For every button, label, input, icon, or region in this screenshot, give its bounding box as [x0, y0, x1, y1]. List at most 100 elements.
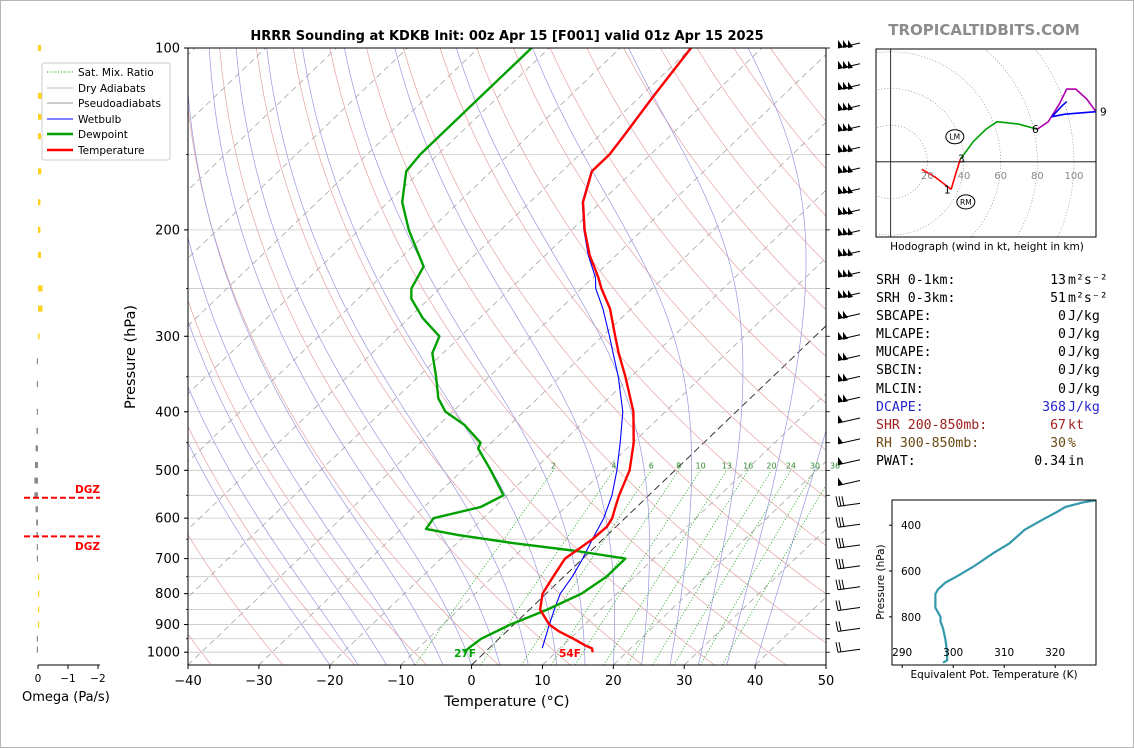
stat-row: DCAPE: 368 J/kg [876, 399, 1106, 417]
dry-adiabat [188, 533, 284, 665]
theta-e-line [934, 500, 1096, 664]
wind-barb [835, 642, 861, 653]
y-tick-label: 400 [155, 405, 180, 420]
mixing-ratio-label: 6 [649, 461, 654, 470]
mixing-ratio-line [699, 470, 816, 665]
y-tick-label: 900 [155, 618, 180, 633]
wind-barb [837, 227, 861, 236]
wind-barb-line [835, 600, 839, 611]
brand-watermark: TROPICALTIDBITS.COM [888, 21, 1080, 39]
theta-e-frame [891, 499, 1097, 666]
wind-barb-line [835, 558, 839, 569]
omega-bar [38, 133, 41, 140]
wind-barb-flag [838, 331, 843, 340]
mixing-ratio-line [574, 470, 701, 665]
dry-adiabat [586, 48, 826, 357]
pseudoadiabat [208, 48, 472, 665]
wind-barb-line [838, 579, 842, 590]
wind-barb [835, 600, 861, 611]
wind-barb-flag [843, 81, 848, 90]
wind-barb [837, 40, 861, 49]
legend-label-mixing-ratio: Sat. Mix. Ratio [78, 67, 154, 79]
omega-bar [38, 45, 41, 51]
wind-barb-flag [848, 40, 853, 48]
hodograph-height-label: 3 [958, 153, 965, 165]
wind-barb-line [835, 496, 839, 507]
mixing-ratio-line [652, 470, 772, 665]
skewt-background-curves [188, 48, 826, 665]
wind-barb-line [838, 600, 842, 611]
wind-barb-line [835, 537, 839, 549]
stat-row: SHR 200-850mb: 67 kt [876, 417, 1106, 435]
hodograph-height-label: 6 [1032, 124, 1039, 136]
wind-barb [837, 185, 861, 195]
stat-unit: J/kg [1068, 363, 1100, 379]
legend-label-dewpoint: Dewpoint [78, 129, 128, 141]
legend-box [41, 62, 171, 161]
wind-barb-flag [843, 102, 848, 111]
wind-barb-flag [843, 123, 848, 132]
stat-label: MLCAPE: [876, 327, 932, 343]
pseudoadiabat [344, 48, 586, 665]
dry-adiabat [549, 48, 826, 404]
omega-bar [35, 445, 38, 452]
omega-bar [38, 199, 41, 206]
theta-e-x-tick-label: 290 [892, 647, 912, 659]
hodograph-segment [921, 168, 952, 191]
wind-barb-flag [838, 60, 843, 69]
wind-barb-flag [848, 165, 853, 173]
isotherm-line [188, 48, 763, 598]
omega-bar [38, 168, 42, 175]
omega-bar [36, 408, 38, 415]
wind-barb-flag [838, 227, 843, 236]
stat-value: 30 [1050, 435, 1066, 451]
pseudoadiabat [302, 48, 557, 665]
theta-e-x-tick-label: 320 [1045, 647, 1065, 659]
stat-value: 67 [1050, 417, 1066, 433]
x-tick-label: 40 [747, 674, 764, 689]
pseudoadiabat [188, 236, 416, 665]
zero-isotherm [471, 325, 826, 665]
x-tick-label: 30 [676, 674, 693, 689]
wind-barb-flag [848, 290, 853, 298]
theta-e-panel: 290 300 310 320 400 600 800 Equivalent Pot. Te… [875, 499, 1097, 681]
theta-e-x-tick-label: 310 [994, 647, 1014, 659]
wind-barb [835, 579, 861, 591]
wind-barb-line [841, 517, 845, 528]
isotherm-line [188, 48, 692, 530]
mixing-ratio-line [521, 470, 652, 665]
y-tick-label: 800 [155, 587, 180, 602]
wind-barb-staff [837, 565, 861, 570]
chart-title: HRRR Sounding at KDKB Init: 00z Apr 15 [… [250, 29, 763, 44]
isotherm-line [258, 121, 826, 665]
omega-bar [38, 285, 43, 292]
profile-dewpoint [401, 48, 627, 654]
stat-value: 0 [1058, 327, 1066, 343]
omega-bar [36, 381, 38, 388]
stat-label: MUCAPE: [876, 345, 932, 361]
stat-unit: J/kg [1068, 327, 1100, 343]
y-tick-label: 700 [155, 552, 180, 567]
stat-row: SBCIN: 0 J/kg [876, 362, 1106, 380]
mixing-ratio-label: 4 [611, 461, 616, 470]
wind-barb [837, 477, 861, 486]
stat-unit: J/kg [1068, 399, 1100, 415]
wind-barb-line [841, 496, 845, 507]
hodograph-frame [875, 48, 1097, 238]
pseudoadiabat [188, 89, 444, 665]
wind-barb-flag [843, 331, 848, 340]
y-tick-label: 100 [155, 42, 180, 57]
hodograph-marker-label: RM [960, 198, 972, 207]
stat-label: SRH 0-3km: [876, 291, 956, 307]
pseudoadiabat [532, 48, 692, 665]
skewt-gridlines [188, 48, 826, 665]
wind-barb-flag [838, 456, 843, 465]
omega-bar [38, 305, 43, 312]
mixing-ratio-label: 16 [743, 461, 753, 470]
omega-bar [36, 646, 38, 653]
hodograph-rings [876, 49, 1096, 237]
wind-barb-flag [838, 144, 843, 153]
wind-barb-line [841, 558, 845, 569]
dry-adiabat [188, 299, 428, 665]
x-tick-label: −30 [245, 674, 272, 689]
